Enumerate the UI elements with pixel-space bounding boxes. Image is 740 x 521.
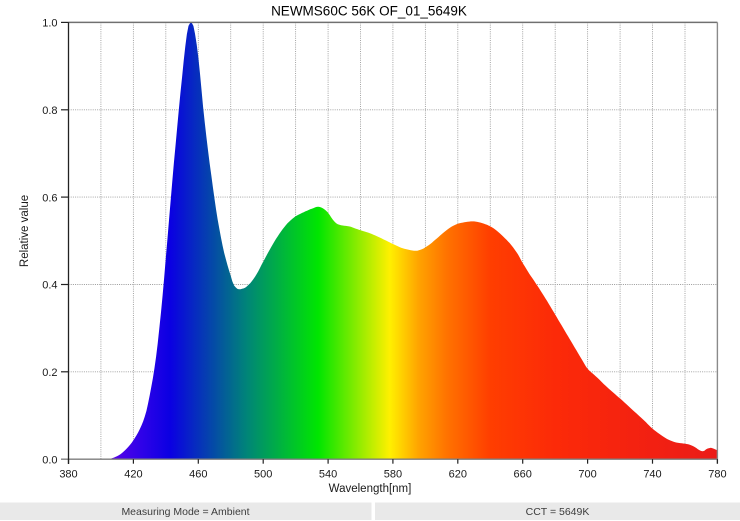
svg-text:Measuring Mode = Ambient: Measuring Mode = Ambient [121,506,249,518]
svg-text:0.2: 0.2 [42,367,57,379]
svg-text:NEWMS60C 56K OF_01_5649K: NEWMS60C 56K OF_01_5649K [271,4,467,19]
svg-text:780: 780 [708,469,726,481]
svg-text:700: 700 [578,469,596,481]
svg-text:380: 380 [59,469,77,481]
svg-text:Wavelength[nm]: Wavelength[nm] [329,483,412,495]
svg-text:620: 620 [449,469,467,481]
svg-text:CCT = 5649K: CCT = 5649K [526,506,590,518]
svg-text:580: 580 [384,469,402,481]
svg-text:0.8: 0.8 [42,105,57,117]
svg-text:660: 660 [514,469,532,481]
svg-text:0.4: 0.4 [42,280,57,292]
svg-text:420: 420 [124,469,142,481]
svg-text:460: 460 [189,469,207,481]
svg-text:Relative value: Relative value [19,195,31,267]
svg-text:1.0: 1.0 [42,18,57,30]
svg-text:540: 540 [319,469,337,481]
svg-text:0.0: 0.0 [42,454,57,466]
svg-text:0.6: 0.6 [42,192,57,204]
svg-text:740: 740 [643,469,661,481]
svg-text:500: 500 [254,469,272,481]
